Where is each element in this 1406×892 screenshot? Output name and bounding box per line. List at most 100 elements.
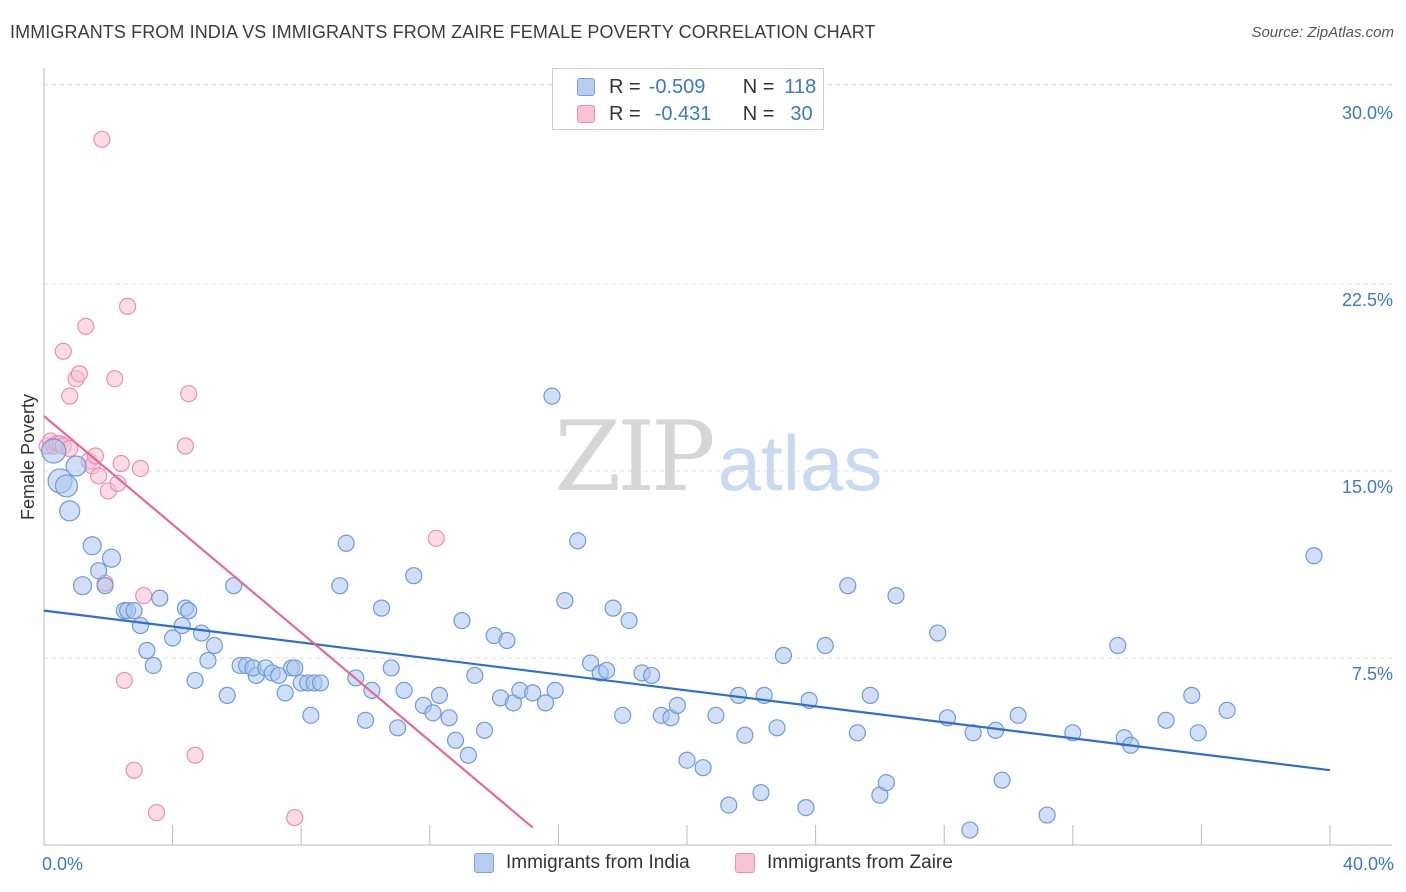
point-india-70 <box>556 592 574 610</box>
point-india-0 <box>41 438 67 464</box>
point-india-105 <box>964 724 982 742</box>
point-india-69 <box>546 681 564 700</box>
trend-lines <box>43 415 1331 829</box>
point-india-20 <box>180 602 198 620</box>
tick-labels: 7.5% 15.0% 22.5% 30.0% 0.0% 40.0% <box>42 103 1394 874</box>
point-india-114 <box>1157 711 1175 729</box>
legend-r-value-zaire: -0.431 <box>654 102 712 125</box>
watermark: ZIP atlas <box>554 401 882 513</box>
point-india-21 <box>192 624 211 642</box>
point-india-33 <box>270 666 288 685</box>
point-india-24 <box>186 671 204 690</box>
point-zaire-10 <box>70 365 88 383</box>
source-label: Source: ZipAtlas.com <box>1251 24 1394 41</box>
watermark-zip: ZIP <box>554 401 713 513</box>
y-tick-label-2: 22.5% <box>1342 290 1393 310</box>
point-zaire-11 <box>77 317 95 335</box>
point-india-22 <box>205 636 223 655</box>
legend-label-india: Immigrants from India <box>506 852 690 873</box>
point-india-67 <box>536 694 555 712</box>
point-india-14 <box>164 629 182 647</box>
point-india-74 <box>598 661 616 680</box>
point-india-117 <box>1218 701 1236 719</box>
point-india-25 <box>218 686 236 704</box>
trend-line-zaire <box>43 415 534 829</box>
point-india-12 <box>125 602 143 620</box>
y-tick-label-0: 7.5% <box>1352 664 1393 684</box>
point-india-100 <box>877 774 895 792</box>
point-india-49 <box>389 719 407 737</box>
point-india-19 <box>173 616 191 635</box>
point-india-83 <box>678 751 696 769</box>
point-india-40 <box>311 674 330 692</box>
point-india-53 <box>424 704 442 722</box>
point-india-43 <box>337 534 355 552</box>
point-zaire-26 <box>135 587 153 605</box>
point-india-66 <box>524 684 542 702</box>
point-india-26 <box>225 577 243 595</box>
legend-r-label: R = <box>609 75 641 98</box>
point-zaire-18 <box>106 370 124 388</box>
point-india-118 <box>1305 547 1323 565</box>
point-india-63 <box>498 631 516 650</box>
point-zaire-7 <box>54 342 72 360</box>
point-india-88 <box>752 784 770 802</box>
point-india-55 <box>440 709 458 727</box>
legend-n-label: N = <box>742 102 775 125</box>
legend-n-value-india: 118 <box>784 75 817 98</box>
point-zaire-24 <box>125 761 143 779</box>
legend-r-label: R = <box>609 102 641 125</box>
gridlines <box>44 83 1392 659</box>
point-india-23 <box>199 651 217 670</box>
legend-item-india[interactable]: Immigrants from India <box>474 852 690 874</box>
point-india-13 <box>151 589 169 607</box>
point-zaire-30 <box>186 746 204 764</box>
point-india-68 <box>543 387 561 405</box>
point-india-6 <box>101 548 122 568</box>
point-india-97 <box>848 724 866 742</box>
point-india-87 <box>736 726 754 744</box>
point-india-41 <box>302 706 320 724</box>
legend-row-zaire: R = -0.431 N = 30 <box>577 102 813 126</box>
legend-swatch-zaire <box>577 105 595 123</box>
point-india-57 <box>453 611 471 630</box>
point-india-84 <box>694 759 712 777</box>
point-india-101 <box>887 587 905 605</box>
y-tick-label-3: 30.0% <box>1342 103 1393 123</box>
point-india-92 <box>774 646 793 665</box>
point-india-82 <box>668 696 686 714</box>
point-india-7 <box>90 562 108 580</box>
point-india-85 <box>707 706 725 724</box>
point-india-56 <box>446 731 465 749</box>
watermark-atlas: atlas <box>718 419 883 507</box>
x-tick-label-0: 0.0% <box>42 854 83 874</box>
point-india-59 <box>466 666 484 685</box>
legend-n-value-zaire: 30 <box>790 102 813 125</box>
point-india-60 <box>475 721 494 739</box>
point-india-42 <box>331 577 349 595</box>
point-india-16 <box>138 641 156 660</box>
point-zaire-8 <box>61 387 79 405</box>
point-india-15 <box>131 616 150 635</box>
point-zaire-21 <box>93 130 111 148</box>
point-india-58 <box>459 746 477 764</box>
legend-item-zaire[interactable]: Immigrants from Zaire <box>735 852 953 874</box>
point-india-108 <box>1009 706 1027 724</box>
legend-r-value-india: -0.509 <box>648 75 706 98</box>
point-india-107 <box>993 771 1011 789</box>
point-india-93 <box>797 798 815 817</box>
point-india-8 <box>72 576 93 596</box>
point-india-79 <box>643 666 661 685</box>
point-india-76 <box>614 706 632 724</box>
point-india-34 <box>276 684 294 702</box>
correlation-legend: R = -0.509 N = 118 R = -0.431 N = 30 <box>552 68 824 130</box>
point-zaire-14 <box>86 447 105 465</box>
point-india-94 <box>816 636 834 655</box>
point-zaire-15 <box>90 467 108 485</box>
point-india-111 <box>1109 636 1127 655</box>
point-india-104 <box>961 821 979 839</box>
legend-n-label: N = <box>742 75 775 98</box>
point-india-89 <box>768 719 786 737</box>
series-legend: Immigrants from India Immigrants from Za… <box>0 852 1406 878</box>
